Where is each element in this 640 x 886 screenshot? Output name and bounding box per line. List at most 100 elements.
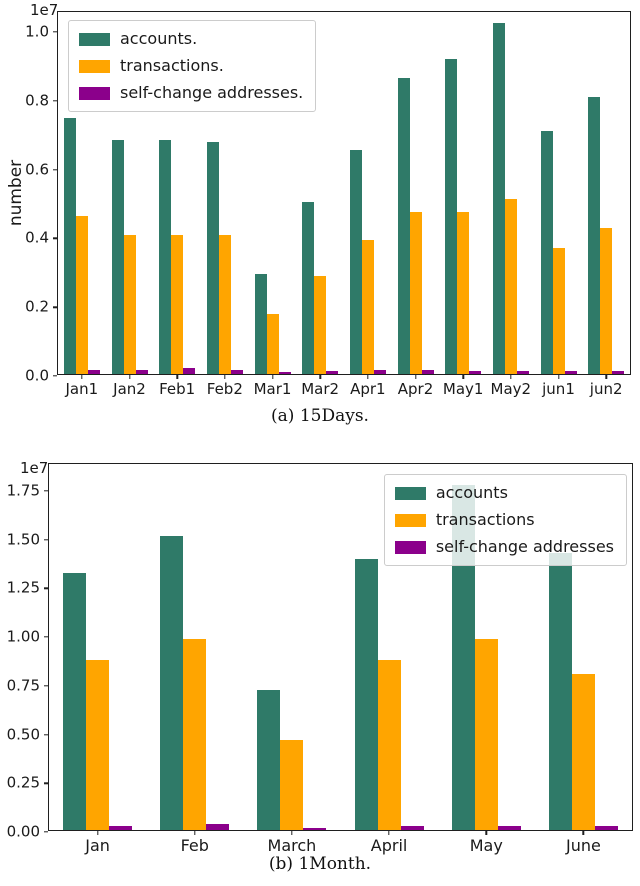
bar-accounts-May2 [492, 23, 505, 374]
x-tick-label-Jan2: Jan2 [113, 380, 146, 398]
y-tick-mark [44, 489, 48, 492]
bar-group-Feb1 [153, 12, 201, 374]
bar-transactions-jun1 [552, 248, 565, 374]
bar-transactions-March [280, 740, 304, 830]
bar-accounts-June [548, 553, 572, 830]
legend-item-transactions: transactions. [79, 56, 303, 76]
legend-label: accounts [435, 483, 508, 502]
x-tick-mark [176, 375, 178, 379]
bar-transactions-Apr2 [409, 212, 422, 374]
legend-swatch-self_change [394, 540, 426, 554]
bar-transactions-jun2 [600, 227, 613, 374]
bar-self_change-Mar1 [278, 371, 291, 374]
bar-group-May1 [439, 12, 487, 374]
legend-item-accounts: accounts. [79, 29, 303, 49]
y-tick-label-0.0: 0.0 [25, 366, 49, 385]
y-tick-mark [53, 100, 57, 102]
x-tick-mark [582, 831, 585, 835]
bar-self_change-Feb2 [230, 369, 243, 374]
y-tick-mark [44, 538, 48, 541]
x-tick-mark [128, 375, 131, 379]
y-tick-mark [44, 587, 48, 589]
bar-transactions-Jan1 [75, 215, 88, 374]
x-tick-label-Apr1: Apr1 [350, 380, 386, 398]
legend-item-accounts: accounts [394, 483, 614, 503]
legend-item-transactions: transactions [394, 510, 614, 530]
legend-swatch-transactions [394, 513, 426, 527]
bar-transactions-April [377, 660, 401, 830]
legend-label: transactions [435, 510, 535, 529]
x-tick-mark [388, 831, 390, 835]
bar-accounts-Mar1 [254, 274, 267, 374]
bar-group-Jan2 [106, 12, 154, 374]
bars [58, 12, 630, 374]
bar-group-Feb [146, 464, 243, 830]
y-tick-label-1.00: 1.00 [6, 627, 40, 646]
legend: accounts. transactions. self-change addres… [68, 20, 317, 112]
bar-self_change-April [400, 826, 424, 830]
y-tick-label-1.0: 1.0 [25, 22, 49, 41]
x-tick-label-Jan: Jan [85, 836, 110, 855]
bar-group-May [438, 464, 535, 830]
bar-transactions-Apr1 [361, 239, 374, 374]
bar-accounts-April [354, 558, 378, 830]
caption-b: (b) 1Month. [268, 854, 372, 874]
bar-self_change-May [497, 826, 521, 830]
plot-area: 1e7 number accounts. transactions. self-ch… [6, 1, 631, 397]
x-tick-label-June: June [565, 836, 601, 855]
x-tick-label-jun1: jun1 [542, 380, 575, 398]
x-tick-label-jun2: jun2 [589, 380, 623, 398]
bar-transactions-Mar1 [266, 313, 279, 374]
x-tick-mark [414, 375, 417, 379]
bar-self_change-May2 [516, 370, 529, 374]
x-tick-mark [224, 375, 226, 379]
bar-accounts-Feb1 [159, 140, 172, 374]
bar-self_change-Jan2 [135, 369, 148, 374]
y-tick-label-1.50: 1.50 [6, 530, 40, 548]
x-tick-label-Feb1: Feb1 [159, 380, 196, 398]
bar-transactions-June [571, 674, 595, 830]
y-tick-label-1.75: 1.75 [6, 481, 40, 500]
bar-self_change-Feb [206, 824, 230, 830]
y-tick-label-0.00: 0.00 [6, 822, 40, 841]
bar-accounts-jun1 [540, 131, 553, 374]
x-tick-label-Jan1: Jan1 [65, 380, 99, 398]
bar-group-May2 [487, 12, 535, 374]
y-tick-mark [44, 636, 48, 638]
bar-transactions-Feb [183, 638, 207, 830]
bar-group-June [535, 464, 632, 830]
y-tick-label-0.75: 0.75 [6, 676, 40, 695]
x-tick-label-Apr2: Apr2 [397, 380, 434, 398]
bar-transactions-May2 [504, 198, 517, 374]
y-tick-mark [53, 375, 57, 377]
bar-self_change-June [594, 826, 618, 830]
legend-label: self-change addresses [435, 537, 614, 556]
x-tick-mark [510, 375, 512, 379]
x-tick-label-March: March [267, 836, 317, 855]
x-tick-mark [605, 375, 607, 379]
x-tick-mark [485, 831, 487, 835]
bar-transactions-Feb1 [171, 234, 184, 374]
bar-self_change-Feb1 [183, 367, 196, 374]
x-tick-label-April: April [370, 836, 408, 855]
bar-accounts-Apr1 [349, 150, 362, 374]
x-tick-mark [271, 375, 274, 379]
bar-group-Jan1 [58, 12, 106, 374]
legend-label: transactions. [120, 56, 224, 75]
x-tick-mark [557, 375, 560, 379]
bar-self_change-March [303, 828, 327, 830]
bar-accounts-May1 [445, 59, 458, 374]
y-axis-offset-label: 1e7 [20, 459, 49, 477]
legend-label: accounts. [120, 29, 198, 48]
bars [49, 464, 632, 830]
plot-area: 1e7 accounts transactions self-change addr… [7, 459, 633, 854]
y-tick-mark [53, 306, 57, 308]
x-tick-label-Mar2: Mar2 [301, 380, 340, 398]
y-tick-mark [44, 831, 48, 833]
y-tick-mark [53, 168, 57, 171]
bar-self_change-Apr1 [373, 369, 386, 374]
bar-group-jun1 [535, 12, 583, 374]
x-tick-label-Feb2: Feb2 [206, 380, 243, 398]
y-tick-label-1.25: 1.25 [6, 578, 40, 597]
